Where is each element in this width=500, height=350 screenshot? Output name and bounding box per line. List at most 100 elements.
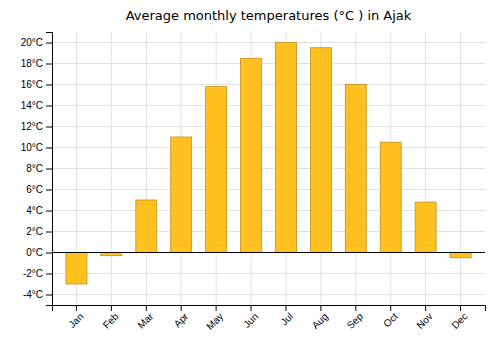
x-axis: Jan Feb Mar Apr May Jun Jul Aug Sep Oct Nov Dec [53, 305, 486, 332]
y-tick: 20°C [21, 37, 52, 48]
y-tick-mark [46, 85, 52, 86]
y-tick-label: 18°C [21, 58, 43, 69]
x-tick-mark [390, 305, 391, 311]
x-tick-mark [111, 305, 112, 311]
y-tick-mark [46, 64, 52, 65]
baseline [52, 252, 485, 253]
grid-line-x [460, 32, 461, 305]
x-tick: Jul [278, 305, 295, 327]
x-tick-label: Mar [136, 310, 156, 330]
bar [171, 137, 192, 253]
grid-line-y [52, 63, 485, 64]
grid-line-y [52, 42, 485, 43]
x-tick: Mar [136, 305, 156, 331]
grid-line-y [52, 105, 485, 106]
grid-line-x [111, 32, 112, 305]
grid [52, 32, 485, 305]
y-axis-line [46, 33, 53, 306]
x-axis-line [53, 306, 486, 312]
y-tick: 10°C [21, 142, 52, 153]
grid-line-y [52, 273, 485, 274]
y-tick-label: 4°C [26, 205, 43, 216]
title: Average monthly temperatures (°C ) in Aj… [126, 8, 412, 23]
x-tick-label: Sep [345, 310, 366, 331]
bar [136, 200, 157, 253]
x-tick: Apr [172, 305, 191, 329]
bar [206, 87, 227, 253]
y-tick-mark [46, 43, 52, 44]
bars [66, 43, 471, 285]
bar [66, 253, 87, 285]
x-tick-label: Dec [449, 311, 469, 331]
x-tick-label: May [204, 311, 225, 332]
y-tick: 16°C [21, 79, 52, 90]
bar [450, 253, 471, 258]
y-tick-mark [46, 232, 52, 233]
x-tick-label: Feb [101, 310, 121, 330]
y-tick-label: 10°C [21, 142, 43, 153]
y-tick: 4°C [26, 205, 52, 216]
grid-line-y [52, 147, 485, 148]
x-tick-mark [355, 305, 356, 311]
grid-line-x [146, 32, 147, 305]
y-tick-label: 14°C [21, 100, 43, 111]
y-tick: -2°C [23, 268, 52, 279]
y-tick-label: 12°C [21, 121, 43, 132]
bar [275, 43, 296, 253]
x-tick: Nov [414, 305, 434, 331]
y-tick: 12°C [21, 121, 52, 132]
y-tick-mark [46, 253, 52, 254]
y-tick-label: 20°C [21, 37, 43, 48]
bar [241, 58, 262, 252]
grid-line-y [52, 189, 485, 190]
grid-line-y [52, 168, 485, 169]
x-tick: Aug [310, 305, 330, 331]
x-tick-label: Aug [310, 311, 330, 331]
y-tick-mark [46, 148, 52, 149]
x-tick-label: Apr [172, 310, 191, 329]
x-tick-mark [460, 305, 461, 311]
y-tick-label: 0°C [26, 247, 43, 258]
grid-line-y [52, 294, 485, 295]
y-tick-label: 16°C [21, 79, 43, 90]
y-tick-label: 2°C [26, 226, 43, 237]
bar [345, 85, 366, 253]
x-tick-mark [216, 305, 217, 311]
x-tick: Jun [241, 305, 260, 330]
y-tick-label: -4°C [23, 289, 43, 300]
x-tick: Sep [345, 305, 366, 331]
y-tick-mark [46, 274, 52, 275]
x-tick-label: Jun [241, 311, 260, 330]
x-tick: May [204, 305, 225, 332]
chart: -4°C -2°C 0°C 2°C 4°C 6°C 8°C 10°C 12°C 14°C 16°C 1… [0, 0, 500, 350]
x-tick-label: Jan [66, 311, 85, 330]
grid-line-y [52, 84, 485, 85]
x-tick: Jan [66, 305, 85, 330]
y-tick-mark [46, 211, 52, 212]
x-tick-mark [320, 305, 321, 311]
x-tick-mark [251, 305, 252, 311]
y-tick-mark [46, 127, 52, 128]
y-tick: 6°C [26, 184, 52, 195]
bar [310, 48, 331, 253]
y-tick-mark [46, 169, 52, 170]
x-tick-mark [76, 305, 77, 311]
x-tick-mark [425, 305, 426, 311]
y-tick-mark [46, 190, 52, 191]
y-tick: 14°C [21, 100, 52, 111]
x-tick: Dec [449, 305, 469, 331]
x-tick-label: Oct [381, 311, 400, 330]
y-tick: 18°C [21, 58, 52, 69]
plot: -4°C -2°C 0°C 2°C 4°C 6°C 8°C 10°C 12°C 14°C 16°C 1… [21, 32, 486, 332]
y-tick-label: 8°C [26, 163, 43, 174]
x-tick-mark [146, 305, 147, 311]
x-tick-mark [285, 305, 286, 311]
y-tick: 2°C [26, 226, 52, 237]
y-tick-mark [46, 106, 52, 107]
y-tick: 8°C [26, 163, 52, 174]
x-tick-label: Nov [414, 311, 434, 331]
x-tick-label: Jul [278, 311, 295, 328]
x-tick: Oct [381, 305, 400, 329]
y-tick: -4°C [23, 289, 52, 300]
x-tick-mark [181, 305, 182, 311]
